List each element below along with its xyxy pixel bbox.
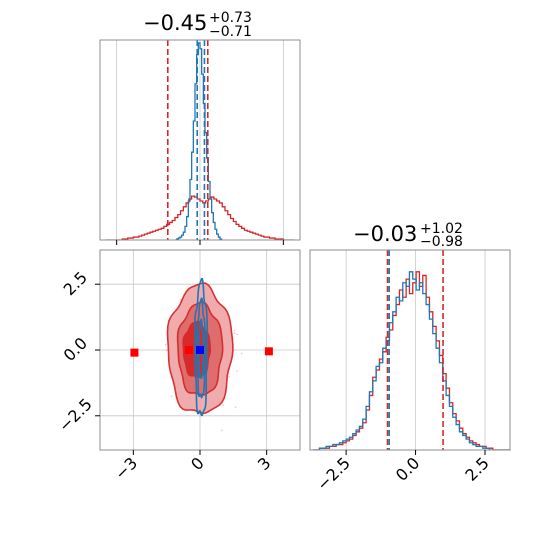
param2-xtick-label: 0.0 — [392, 453, 423, 484]
param2-xtick-label: −2.5 — [313, 453, 354, 494]
joint-xtick-label: 0 — [187, 453, 208, 474]
param1-title: −0.45 — [143, 11, 207, 35]
marginal-param1-grid — [116, 40, 284, 240]
joint-blue-contour-outer — [193, 277, 209, 417]
joint-sample-point — [233, 332, 236, 334]
joint-sample-point — [233, 329, 236, 332]
param2-title: −0.03 — [353, 222, 417, 246]
joint-ytick-label: 2.5 — [60, 268, 91, 299]
marginal-param1-ticks — [116, 240, 284, 245]
param2-xtick-label: 2.5 — [461, 453, 492, 484]
marginal-param2-frame — [309, 249, 511, 451]
joint-sample-point — [235, 370, 238, 373]
joint-sample-point — [236, 333, 239, 336]
param1-hist-blue — [175, 42, 223, 240]
joint-marker-red-2 — [184, 346, 193, 354]
marginal-param2-axes: −2.5 0.0 2.5 −0.03 +1.02 −0.98 — [309, 221, 511, 494]
param1-hist-red — [105, 195, 295, 240]
joint-sample-point — [170, 395, 173, 398]
param1-title-lower: −0.71 — [209, 24, 252, 40]
marginal-param2-ticks: −2.5 0.0 2.5 — [313, 450, 493, 494]
param1-title-upper: +0.73 — [209, 10, 252, 26]
joint-marker-blue-3 — [196, 346, 204, 354]
param2-hist-blue — [312, 271, 510, 450]
joint-sample-point — [179, 298, 182, 301]
joint-sample-point — [234, 406, 237, 409]
param2-hist-red — [312, 271, 510, 450]
joint-marker-red-1 — [264, 347, 273, 356]
joint-sample-point — [220, 429, 223, 432]
joint-ytick-label: −2.5 — [55, 395, 96, 436]
joint-sample-point — [240, 352, 243, 355]
param2-title-upper: +1.02 — [420, 221, 463, 237]
joint-plot — [130, 277, 273, 432]
joint-xtick-label: −3 — [111, 453, 141, 483]
joint-ytick-label: 0.0 — [60, 334, 91, 365]
param2-title-lower: −0.98 — [420, 234, 463, 250]
joint-sample-point — [165, 349, 168, 352]
joint-axes: −3 0 3 −2.5 0.0 2.5 — [55, 249, 301, 484]
marginal-param2-plot — [312, 250, 510, 450]
joint-sample-point — [164, 344, 167, 346]
joint-sample-point — [228, 375, 230, 378]
marginal-param1-axes: −0.45 +0.73 −0.71 — [99, 10, 301, 245]
joint-sample-point — [222, 404, 224, 407]
joint-ticks: −3 0 3 −2.5 0.0 2.5 — [55, 268, 275, 484]
marginal-param1-plot — [105, 40, 295, 240]
joint-xtick-label: 3 — [254, 453, 275, 474]
joint-marker-red-0 — [130, 348, 139, 357]
